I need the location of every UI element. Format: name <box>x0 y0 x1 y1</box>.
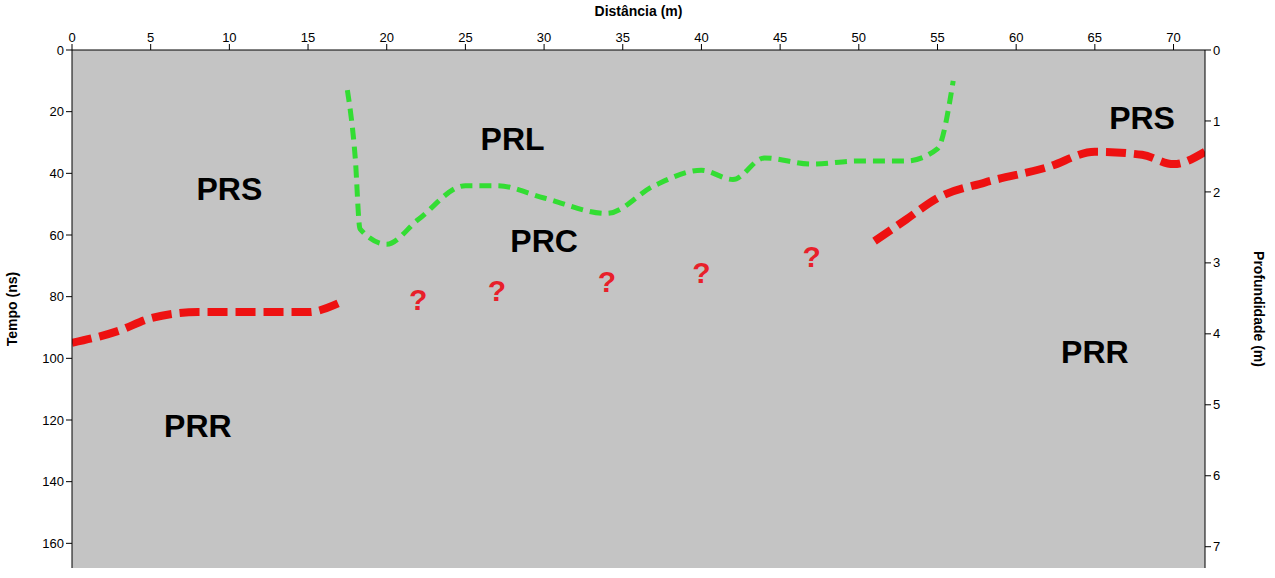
svg-text:7: 7 <box>1213 539 1220 554</box>
svg-text:40: 40 <box>50 166 64 181</box>
svg-text:120: 120 <box>42 413 64 428</box>
svg-text:PRR: PRR <box>164 408 232 444</box>
svg-text:30: 30 <box>537 30 551 45</box>
svg-text:PRR: PRR <box>1061 334 1129 370</box>
svg-text:100: 100 <box>42 351 64 366</box>
svg-text:45: 45 <box>773 30 787 45</box>
svg-text:?: ? <box>409 283 427 316</box>
svg-text:?: ? <box>692 256 710 289</box>
svg-text:80: 80 <box>50 289 64 304</box>
svg-text:PRL: PRL <box>481 121 545 157</box>
svg-text:Distância (m): Distância (m) <box>595 3 683 19</box>
svg-text:PRS: PRS <box>1109 100 1175 136</box>
svg-text:10: 10 <box>222 30 236 45</box>
svg-text:35: 35 <box>616 30 630 45</box>
svg-text:0: 0 <box>57 43 64 58</box>
svg-text:160: 160 <box>42 536 64 551</box>
svg-text:65: 65 <box>1088 30 1102 45</box>
svg-text:25: 25 <box>458 30 472 45</box>
svg-text:40: 40 <box>694 30 708 45</box>
svg-text:20: 20 <box>379 30 393 45</box>
svg-text:Tempo (ns): Tempo (ns) <box>4 272 20 346</box>
svg-text:60: 60 <box>50 228 64 243</box>
svg-text:1: 1 <box>1213 114 1220 129</box>
svg-text:4: 4 <box>1213 326 1220 341</box>
svg-text:0: 0 <box>68 30 75 45</box>
svg-text:6: 6 <box>1213 468 1220 483</box>
svg-text:60: 60 <box>1009 30 1023 45</box>
svg-text:?: ? <box>488 274 506 307</box>
svg-text:20: 20 <box>50 104 64 119</box>
svg-text:3: 3 <box>1213 255 1220 270</box>
svg-text:140: 140 <box>42 474 64 489</box>
svg-text:?: ? <box>598 265 616 298</box>
svg-text:Profundidade (m): Profundidade (m) <box>1251 251 1267 367</box>
svg-text:0: 0 <box>1213 43 1220 58</box>
svg-text:5: 5 <box>1213 397 1220 412</box>
svg-text:70: 70 <box>1166 30 1180 45</box>
svg-text:2: 2 <box>1213 185 1220 200</box>
svg-text:5: 5 <box>147 30 154 45</box>
svg-text:50: 50 <box>852 30 866 45</box>
svg-text:15: 15 <box>301 30 315 45</box>
svg-text:PRC: PRC <box>510 223 578 259</box>
svg-text:?: ? <box>802 240 820 273</box>
svg-text:PRS: PRS <box>196 171 262 207</box>
svg-text:55: 55 <box>930 30 944 45</box>
